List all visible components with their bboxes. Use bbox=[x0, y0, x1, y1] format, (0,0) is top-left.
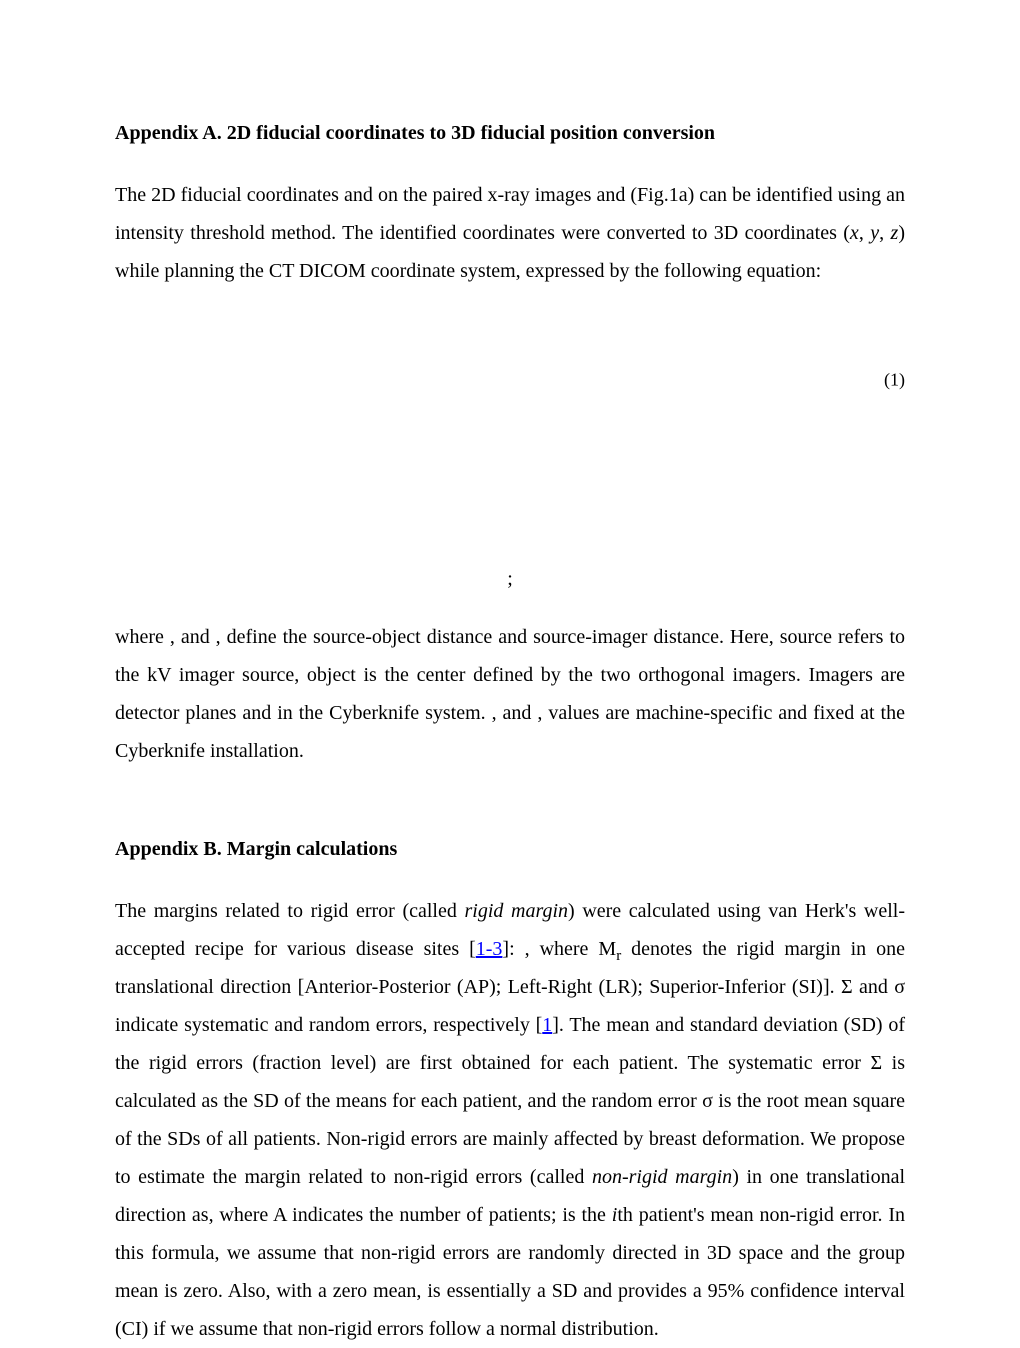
equation-semicolon: ; bbox=[115, 560, 905, 598]
page: Appendix A. 2D fiducial coordinates to 3… bbox=[0, 0, 1020, 1320]
var-x: x bbox=[850, 222, 859, 244]
appendix-a-heading: Appendix A. 2D fiducial coordinates to 3… bbox=[115, 120, 905, 146]
term-nonrigid-margin: non-rigid margin bbox=[592, 1166, 732, 1188]
appendix-b-heading: Appendix B. Margin calculations bbox=[115, 836, 905, 862]
appendix-a-para1: The 2D fiducial coordinates and on the p… bbox=[115, 176, 905, 290]
para-text: The margins related to rigid error (call… bbox=[115, 900, 464, 922]
para-text: ]: , where M bbox=[502, 938, 616, 960]
section-gap bbox=[115, 780, 905, 836]
para-text: ]. The mean and standard deviation (SD) … bbox=[115, 1014, 905, 1188]
equation-block: (1) bbox=[115, 300, 905, 460]
reference-link-1-3[interactable]: 1-3 bbox=[476, 938, 503, 960]
var-y: y bbox=[870, 222, 879, 244]
para-text: The 2D fiducial coordinates and on the p… bbox=[115, 184, 905, 244]
equation-number: (1) bbox=[884, 370, 905, 391]
para-text: , bbox=[879, 222, 890, 244]
term-rigid-margin: rigid margin bbox=[464, 900, 568, 922]
para-text: , bbox=[859, 222, 870, 244]
appendix-a-para2: where , and , define the source-object d… bbox=[115, 618, 905, 770]
appendix-b-para: The margins related to rigid error (call… bbox=[115, 892, 905, 1348]
reference-link-1[interactable]: 1 bbox=[542, 1014, 552, 1036]
